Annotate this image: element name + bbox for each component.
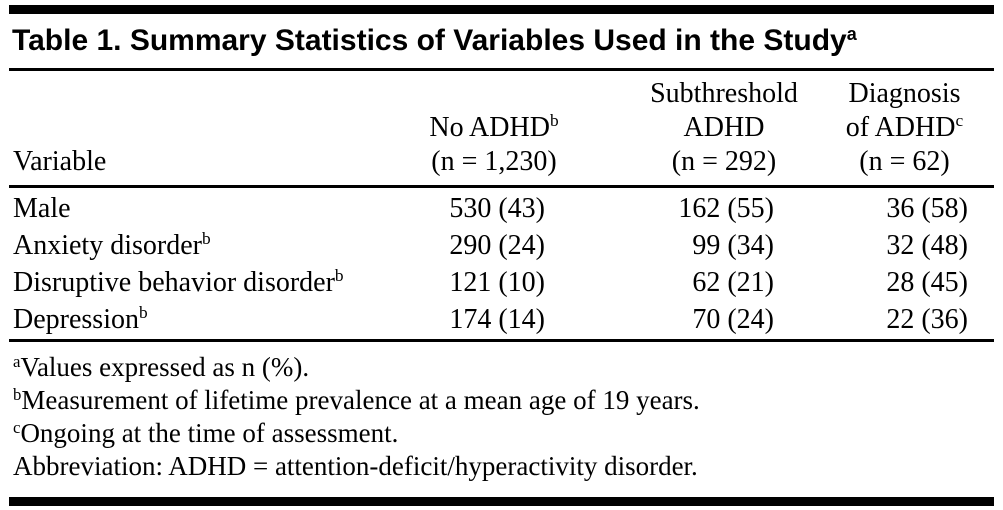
column-header-variable: Variable — [13, 146, 107, 177]
row-label: Depressionb — [9, 301, 429, 338]
header-line: Diagnosis — [815, 77, 994, 111]
cell-value: 28 (45) — [886, 267, 968, 298]
table-row: Disruptive behavior disorderb 121 (10) 6… — [9, 264, 994, 301]
cell-value: 530 (43) — [449, 193, 545, 224]
header-footnote-marker: c — [955, 111, 964, 131]
footnote-text: Abbreviation: ADHD = attention-deficit/h… — [13, 451, 698, 481]
cell-value: 36 (58) — [886, 193, 968, 224]
row-footnote-marker: b — [138, 303, 148, 323]
title-rule — [9, 68, 994, 71]
table-footnotes: aValues expressed as n (%). bMeasurement… — [9, 342, 994, 489]
header-rule — [9, 185, 994, 188]
footnote-marker: c — [13, 417, 21, 437]
row-footnote-marker: b — [201, 229, 211, 249]
body-rule — [9, 339, 994, 342]
table-body: Male 530 (43) 162 (55) 36 (58) Anxiety d… — [9, 188, 994, 339]
footnote: cOngoing at the time of assessment. — [13, 417, 994, 450]
header-line-text: of ADHD — [845, 112, 956, 143]
header-footnote-marker: b — [549, 111, 559, 131]
table-row: Anxiety disorderb 290 (24) 99 (34) 32 (4… — [9, 227, 994, 264]
footnote-text: Values expressed as n (%). — [20, 352, 310, 382]
row-label-text: Anxiety disorder — [13, 230, 202, 261]
header-line-text: ADHD — [683, 112, 765, 143]
column-header-subthreshold-adhd: Subthreshold ADHD (n = 292) — [579, 77, 799, 179]
cell-value: 162 (55) — [678, 193, 774, 224]
cell-value: 99 (34) — [692, 230, 774, 261]
header-line-text: No ADHD — [429, 112, 550, 143]
table-title: Table 1. Summary Statistics of Variables… — [9, 23, 994, 59]
table-row: Male 530 (43) 162 (55) 36 (58) — [9, 190, 994, 227]
row-footnote-marker: b — [334, 266, 344, 286]
cell-value: 70 (24) — [692, 304, 774, 335]
column-header-diagnosis-adhd: Diagnosis of ADHDc (n = 62) — [799, 77, 994, 179]
row-label: Disruptive behavior disorderb — [9, 264, 429, 301]
table-title-footnote-marker: a — [846, 24, 857, 45]
row-label: Anxiety disorderb — [9, 227, 429, 264]
top-border-rule — [9, 5, 994, 14]
header-line: ADHD — [649, 111, 799, 145]
row-label-text: Depression — [13, 304, 139, 335]
footnote-marker: a — [13, 351, 21, 371]
table-header-row: Variable No ADHDb (n = 1,230) Subthresho… — [9, 71, 994, 185]
header-line: (n = 62) — [815, 145, 994, 179]
cell-value: 22 (36) — [886, 304, 968, 335]
header-line: No ADHDb — [429, 111, 559, 145]
table-row: Depressionb 174 (14) 70 (24) 22 (36) — [9, 301, 994, 338]
header-line-text: (n = 1,230) — [431, 146, 557, 177]
table-title-text: Table 1. Summary Statistics of Variables… — [12, 24, 847, 57]
header-line: (n = 1,230) — [429, 145, 559, 179]
footnote: aValues expressed as n (%). — [13, 351, 994, 384]
header-line-text: (n = 62) — [859, 146, 950, 177]
footnote-text: Ongoing at the time of assessment. — [20, 418, 399, 448]
header-line-text: (n = 292) — [671, 146, 777, 177]
header-line-text: Diagnosis — [848, 78, 961, 109]
cell-value: 174 (14) — [449, 304, 545, 335]
cell-value: 121 (10) — [449, 267, 545, 298]
footnote-text: Measurement of lifetime prevalence at a … — [21, 385, 700, 415]
bottom-border-rule — [9, 497, 994, 506]
column-header-no-adhd: No ADHDb (n = 1,230) — [429, 111, 579, 179]
cell-value: 290 (24) — [449, 230, 545, 261]
footnote: Abbreviation: ADHD = attention-deficit/h… — [13, 450, 994, 483]
footnote: bMeasurement of lifetime prevalence at a… — [13, 384, 994, 417]
header-line: of ADHDc — [815, 111, 994, 145]
cell-value: 62 (21) — [692, 267, 774, 298]
header-line: Subthreshold — [649, 77, 799, 111]
footnote-marker: b — [13, 384, 22, 404]
row-label-text: Male — [13, 193, 71, 224]
row-label: Male — [9, 190, 429, 227]
cell-value: 32 (48) — [886, 230, 968, 261]
header-line-text: Subthreshold — [650, 78, 798, 109]
row-label-text: Disruptive behavior disorder — [13, 267, 335, 298]
header-line: (n = 292) — [649, 145, 799, 179]
